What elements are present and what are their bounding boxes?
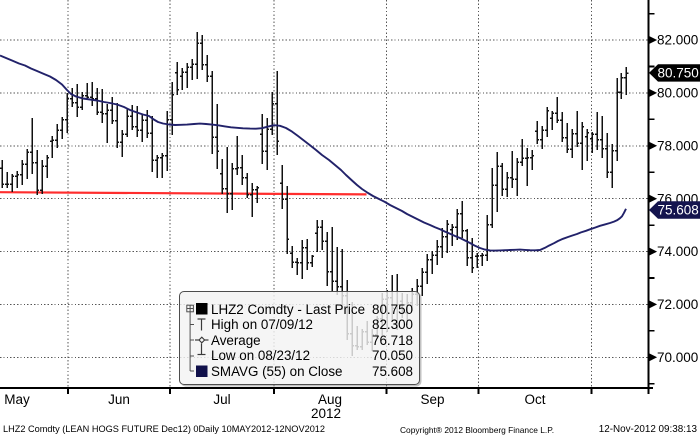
svg-text:74.000: 74.000 <box>657 244 698 259</box>
svg-text:72.000: 72.000 <box>657 297 698 312</box>
svg-text:80.000: 80.000 <box>657 86 698 101</box>
svg-text:80.750: 80.750 <box>658 66 699 81</box>
svg-text:75.608: 75.608 <box>658 203 699 218</box>
svg-text:70.000: 70.000 <box>657 350 698 365</box>
svg-text:82.000: 82.000 <box>657 33 698 48</box>
svg-text:78.000: 78.000 <box>657 138 698 153</box>
